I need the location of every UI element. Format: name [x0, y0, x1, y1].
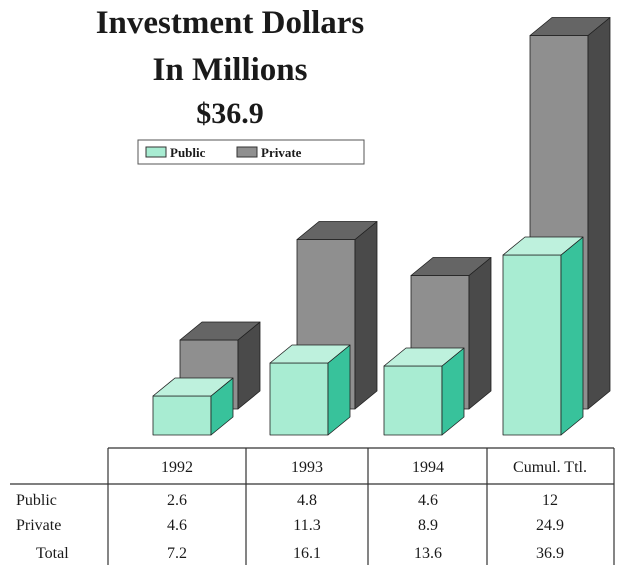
table-cell: 13.6 — [414, 545, 442, 562]
bar-private-1-top — [296, 221, 378, 240]
bar-private-0-top — [179, 321, 261, 341]
legend-private-swatch — [236, 146, 258, 158]
chart-subtitle: In Millions — [153, 52, 308, 88]
bar-public-1-front — [269, 362, 329, 436]
bar-private-3-side — [587, 17, 611, 410]
bar-public-1-top — [269, 344, 351, 364]
table-col-header: 1994 — [412, 459, 444, 476]
bar-private-2-top — [410, 257, 492, 276]
bar-private-2-side — [468, 257, 492, 410]
table-cell: 4.6 — [167, 517, 187, 534]
bar-public-3-top — [502, 236, 584, 256]
table-cell: 11.3 — [293, 517, 320, 534]
bar-public-3-side — [560, 236, 584, 436]
table-row-label: Private — [16, 517, 61, 534]
bar-public-1 — [269, 344, 351, 436]
table-col-header: 1992 — [161, 459, 193, 476]
bar-public-2-top — [383, 347, 465, 367]
bar-public-3 — [502, 236, 584, 436]
bar-private-3-top — [529, 17, 611, 36]
table-cell: 7.2 — [167, 545, 187, 562]
table-col-header: 1993 — [291, 459, 323, 476]
legend-private-label: Private — [261, 145, 302, 160]
table-cell: 4.6 — [418, 492, 438, 509]
table-cell: 16.1 — [293, 545, 321, 562]
chart-title: Investment Dollars — [96, 5, 365, 41]
bar-public-0-top — [152, 377, 234, 397]
bars-layer — [152, 17, 611, 436]
table-cell: 4.8 — [297, 492, 317, 509]
table-cell: 36.9 — [536, 545, 564, 562]
bar-public-2 — [383, 347, 465, 436]
table-row-label: Public — [16, 492, 57, 509]
table-row-label: Total — [36, 545, 69, 562]
table-col-header: Cumul. Ttl. — [513, 459, 587, 476]
bar-public-2-front — [383, 365, 443, 436]
data-table: 1992 1993 1994 Cumul. Ttl. Public 2.6 4.8 4.6 12… — [10, 447, 615, 565]
table-cell: 8.9 — [418, 517, 438, 534]
legend: Public Private — [137, 139, 365, 165]
bar-private-1-side — [354, 221, 378, 410]
bar-public-0-front — [152, 395, 212, 436]
table-cell: 2.6 — [167, 492, 187, 509]
chart-total-label: $36.9 — [196, 97, 264, 130]
table-cell: 12 — [542, 492, 558, 509]
bar-public-3-front — [502, 254, 562, 436]
legend-public-swatch — [145, 146, 167, 158]
legend-public-label: Public — [170, 145, 206, 160]
bar-public-0 — [152, 377, 234, 436]
table-cell: 24.9 — [536, 517, 564, 534]
